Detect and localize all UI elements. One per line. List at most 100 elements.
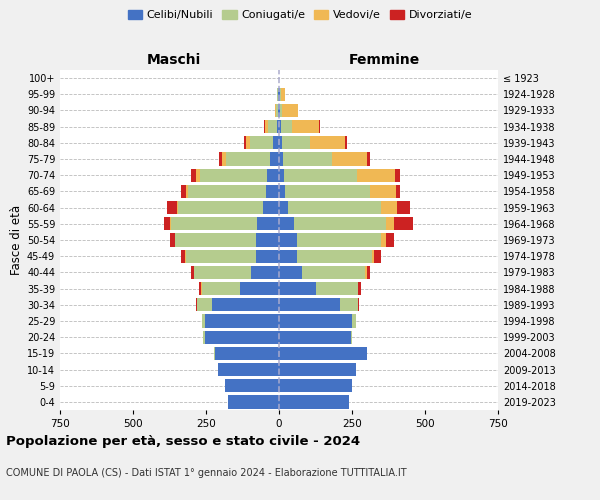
Bar: [175, 234, 256, 246]
Bar: [279, 201, 288, 214]
Bar: [202, 282, 239, 295]
Bar: [293, 217, 386, 230]
Bar: [256, 234, 279, 246]
Bar: [279, 396, 349, 408]
Bar: [357, 168, 395, 182]
Bar: [170, 217, 171, 230]
Bar: [281, 120, 292, 134]
Bar: [167, 201, 177, 214]
Bar: [270, 152, 279, 166]
Bar: [283, 152, 332, 166]
Bar: [268, 168, 279, 182]
Bar: [279, 346, 367, 360]
Bar: [279, 234, 296, 246]
Bar: [256, 250, 279, 263]
Bar: [273, 136, 279, 149]
Bar: [268, 120, 277, 134]
Bar: [340, 298, 358, 312]
Bar: [279, 266, 302, 279]
Bar: [279, 168, 284, 182]
Bar: [277, 104, 278, 117]
Bar: [395, 168, 400, 182]
Text: Popolazione per età, sesso e stato civile - 2024: Popolazione per età, sesso e stato civil…: [6, 435, 360, 448]
Bar: [396, 185, 400, 198]
Bar: [381, 234, 386, 246]
Bar: [228, 396, 279, 408]
Text: Maschi: Maschi: [147, 54, 201, 68]
Bar: [344, 136, 347, 149]
Bar: [296, 250, 373, 263]
Bar: [225, 379, 279, 392]
Bar: [196, 168, 200, 182]
Bar: [279, 104, 280, 117]
Bar: [164, 217, 170, 230]
Bar: [246, 136, 250, 149]
Bar: [316, 282, 358, 295]
Bar: [358, 298, 359, 312]
Bar: [370, 185, 396, 198]
Bar: [185, 250, 256, 263]
Bar: [222, 152, 226, 166]
Bar: [188, 185, 266, 198]
Bar: [278, 88, 279, 101]
Bar: [251, 266, 279, 279]
Bar: [367, 266, 370, 279]
Bar: [178, 201, 263, 214]
Bar: [202, 314, 205, 328]
Bar: [277, 120, 279, 134]
Bar: [212, 298, 279, 312]
Bar: [282, 136, 310, 149]
Bar: [177, 201, 178, 214]
Bar: [215, 346, 279, 360]
Bar: [279, 282, 316, 295]
Bar: [279, 379, 352, 392]
Bar: [205, 330, 279, 344]
Bar: [263, 201, 279, 214]
Bar: [284, 168, 357, 182]
Bar: [332, 152, 367, 166]
Bar: [374, 250, 381, 263]
Bar: [203, 330, 205, 344]
Bar: [191, 266, 194, 279]
Bar: [196, 298, 197, 312]
Bar: [279, 217, 293, 230]
Bar: [358, 282, 361, 295]
Bar: [288, 201, 381, 214]
Bar: [181, 250, 185, 263]
Bar: [367, 152, 370, 166]
Bar: [302, 266, 365, 279]
Bar: [279, 185, 285, 198]
Bar: [279, 363, 356, 376]
Bar: [218, 363, 279, 376]
Bar: [397, 201, 410, 214]
Bar: [296, 234, 381, 246]
Bar: [275, 104, 277, 117]
Bar: [280, 104, 281, 117]
Bar: [394, 217, 413, 230]
Bar: [219, 152, 222, 166]
Bar: [169, 234, 175, 246]
Bar: [257, 217, 279, 230]
Bar: [310, 136, 345, 149]
Bar: [205, 314, 279, 328]
Bar: [279, 120, 281, 134]
Bar: [171, 217, 257, 230]
Text: COMUNE DI PAOLA (CS) - Dati ISTAT 1° gennaio 2024 - Elaborazione TUTTITALIA.IT: COMUNE DI PAOLA (CS) - Dati ISTAT 1° gen…: [6, 468, 407, 477]
Bar: [279, 152, 283, 166]
Bar: [278, 104, 279, 117]
Legend: Celibi/Nubili, Coniugati/e, Vedovi/e, Divorziati/e: Celibi/Nubili, Coniugati/e, Vedovi/e, Di…: [124, 6, 476, 25]
Bar: [279, 298, 340, 312]
Bar: [185, 185, 188, 198]
Bar: [279, 136, 282, 149]
Bar: [191, 168, 196, 182]
Bar: [239, 282, 279, 295]
Bar: [381, 201, 397, 214]
Bar: [386, 217, 394, 230]
Bar: [279, 314, 352, 328]
Bar: [350, 330, 352, 344]
Bar: [279, 88, 280, 101]
Bar: [199, 282, 202, 295]
Bar: [279, 250, 296, 263]
Bar: [365, 266, 367, 279]
Bar: [200, 168, 268, 182]
